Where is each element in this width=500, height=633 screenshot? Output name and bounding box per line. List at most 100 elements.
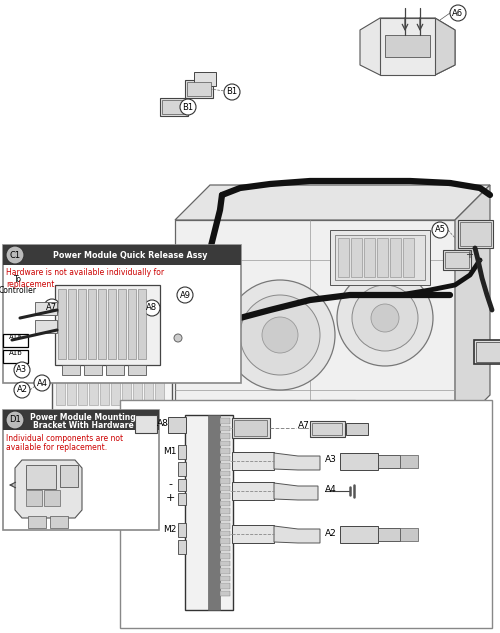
Bar [178,523,186,537]
Bar [208,415,220,610]
Text: Individual components are not: Individual components are not [6,434,123,443]
Text: A2: A2 [16,385,28,394]
Bar [122,325,131,405]
Text: B1: B1 [226,87,237,96]
Text: A1a: A1a [9,334,22,340]
Bar [26,465,56,489]
Circle shape [225,280,335,390]
Bar [30,352,53,365]
Polygon shape [175,185,490,220]
Text: A1b: A1b [8,350,22,356]
Bar [220,538,230,544]
Text: Power Module Quick Release Assy: Power Module Quick Release Assy [53,251,208,260]
Bar [220,456,230,461]
Bar [78,325,87,405]
Text: +: + [166,493,174,503]
Bar [220,463,230,468]
Bar [220,470,230,476]
Circle shape [180,99,196,115]
Bar [335,235,425,280]
Bar [3,245,241,265]
Bar [403,238,414,277]
Circle shape [450,5,466,21]
Polygon shape [274,526,320,543]
Circle shape [371,304,399,332]
Bar [187,82,211,96]
Bar [100,325,109,405]
Bar [232,482,274,500]
Bar [390,238,401,277]
Circle shape [44,299,60,315]
Bar [185,415,233,610]
Bar [144,325,153,405]
Text: A8: A8 [157,418,169,427]
Text: A4: A4 [36,379,48,387]
Bar [108,289,116,359]
Bar [220,560,230,566]
Bar [138,289,146,359]
Bar [62,365,80,375]
Polygon shape [360,18,455,75]
Bar [378,528,400,541]
Text: M1: M1 [163,448,177,456]
Bar [120,400,492,628]
Bar [220,418,230,423]
Bar [220,493,230,499]
Bar [220,425,230,431]
Bar [220,433,230,439]
Circle shape [337,270,433,366]
Bar [445,252,469,268]
Text: A3: A3 [325,456,337,465]
Bar [111,325,120,405]
Bar [400,455,418,468]
Bar [220,501,230,506]
Bar [68,289,76,359]
Bar [95,295,117,314]
Bar [162,100,186,114]
Bar [232,452,274,470]
Bar [55,285,160,365]
Bar [232,418,270,438]
Bar [220,441,230,446]
Bar [120,292,142,314]
Polygon shape [175,220,455,430]
Circle shape [34,375,50,391]
Bar [346,423,368,435]
Polygon shape [455,185,490,430]
Text: Bracket With Hardware: Bracket With Hardware [32,421,134,430]
Bar [60,312,82,324]
Text: -: - [478,255,482,265]
Bar [178,445,186,459]
Bar [60,465,78,487]
Circle shape [174,334,182,342]
Bar [3,410,159,430]
Text: C1: C1 [10,251,20,260]
Bar [118,289,126,359]
Bar [133,325,142,405]
Circle shape [432,222,448,238]
Circle shape [14,382,30,398]
Bar [220,530,230,536]
Bar [98,289,106,359]
Bar [145,290,167,314]
Text: B1: B1 [182,103,194,111]
Bar [220,523,230,529]
Bar [128,365,146,375]
Bar [155,325,164,405]
Circle shape [6,246,24,264]
Text: replacement.: replacement. [6,280,57,289]
Text: A9: A9 [180,291,190,299]
Bar [378,455,400,468]
Bar [3,410,159,530]
Circle shape [177,287,193,303]
Text: To
Controller: To Controller [0,275,37,295]
Bar [312,423,342,435]
Bar [138,312,160,324]
Bar [443,250,471,270]
Bar [35,320,57,333]
Circle shape [144,300,160,316]
Bar [338,238,349,277]
Polygon shape [380,18,435,75]
Bar [220,546,230,551]
Bar [340,526,378,543]
